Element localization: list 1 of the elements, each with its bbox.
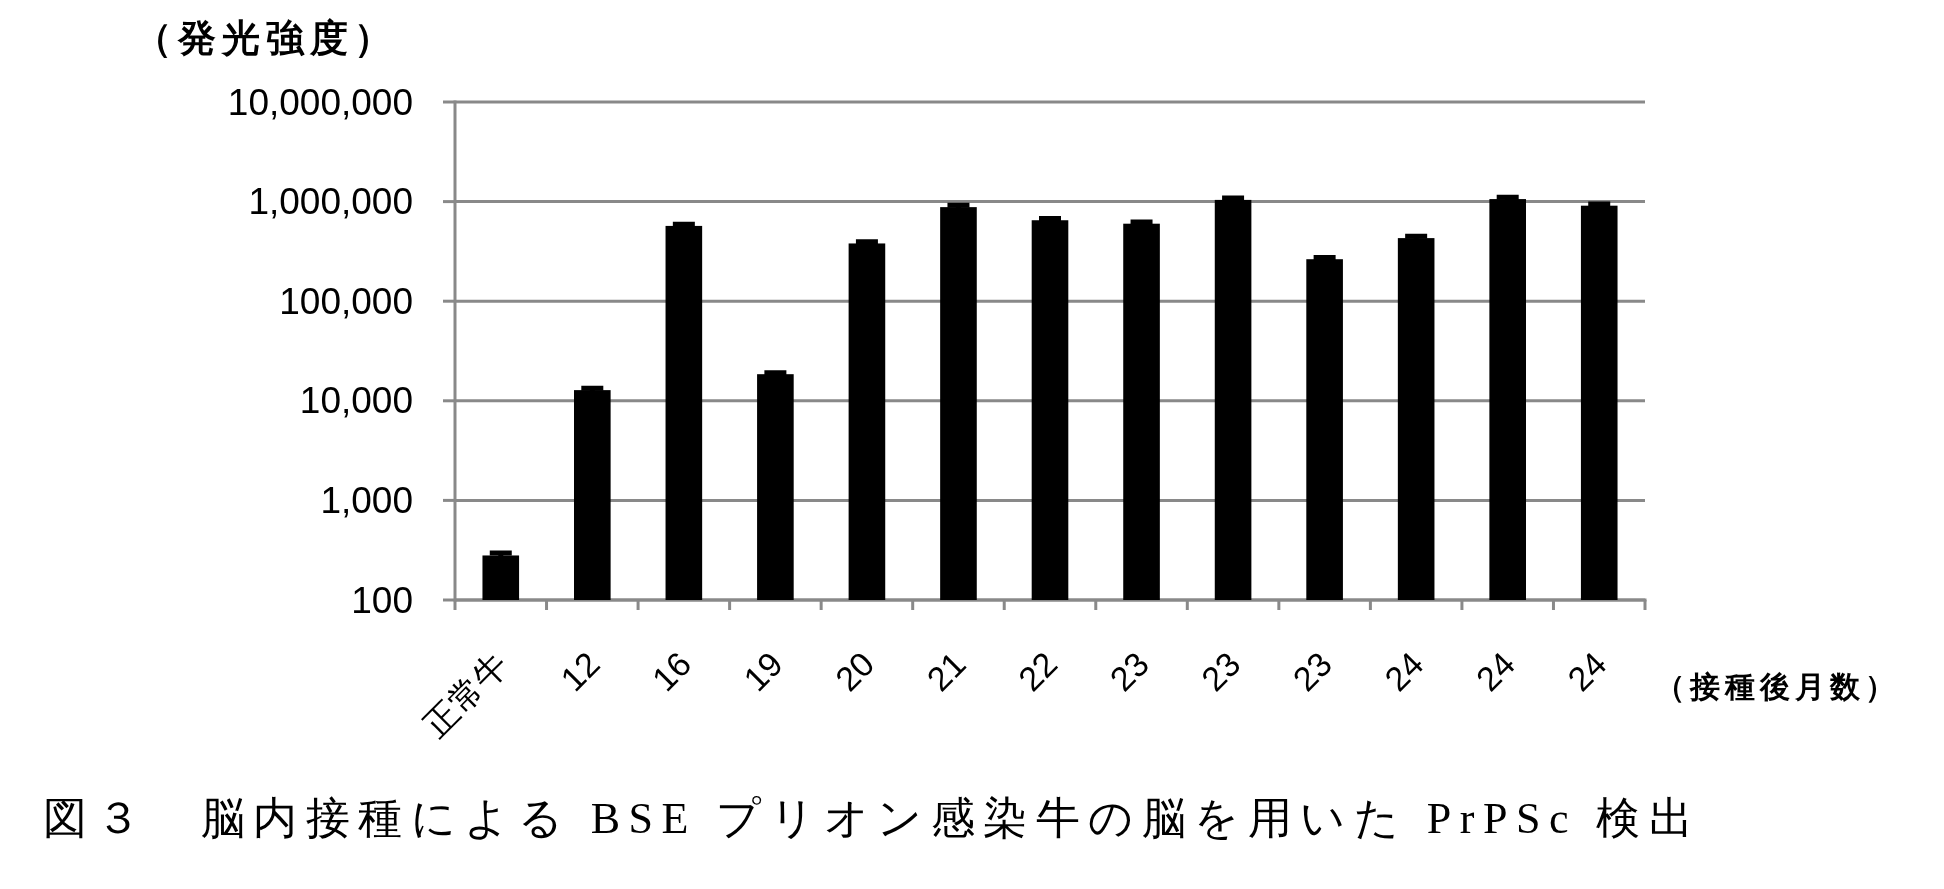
title: 図３ 脳内接種による BSE プリオン感染牛の脳を用いた PrPSc 検出 — [43, 793, 1693, 843]
